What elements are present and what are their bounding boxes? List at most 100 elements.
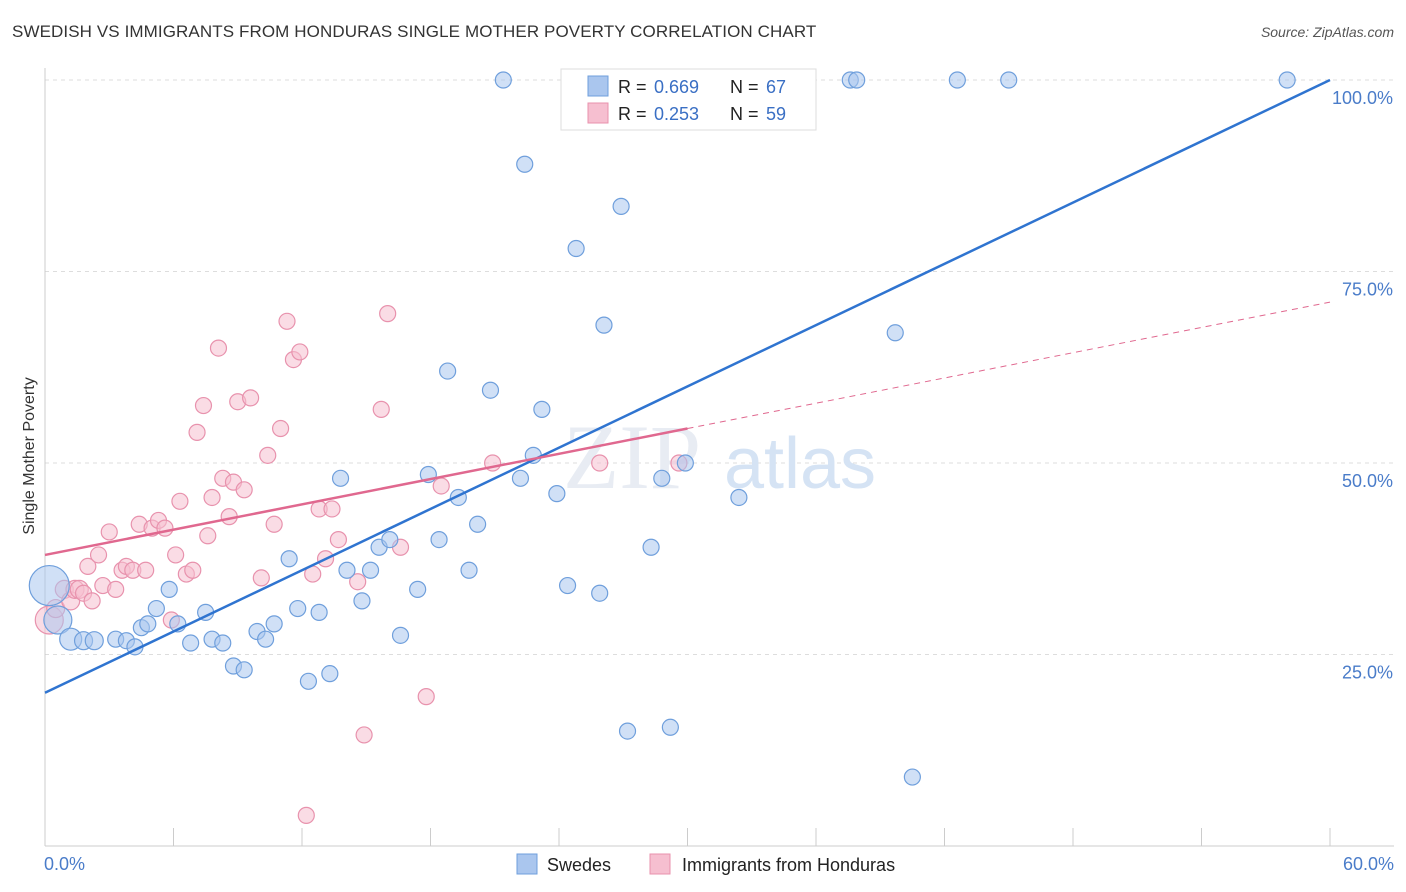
honduras-point	[323, 500, 341, 518]
swedes-point	[548, 485, 566, 503]
swedes-point	[533, 400, 551, 418]
swedes-point	[28, 564, 70, 607]
swedes-trend-line	[44, 78, 1331, 694]
swedes-point	[310, 603, 328, 621]
y-axis-label: Single Mother Poverty	[21, 377, 38, 534]
bottom-legend: Swedes Immigrants from Honduras	[516, 853, 895, 875]
honduras-point	[79, 557, 97, 576]
swedes-point	[1000, 71, 1018, 89]
swedes-point	[618, 722, 637, 740]
x-tick-labels: 0.0% 60.0%	[44, 854, 1394, 874]
swedes-point	[481, 381, 500, 399]
honduras-point	[199, 527, 217, 545]
legend-n-value-honduras: 59	[766, 104, 786, 124]
y-tick-labels: 25.0% 50.0% 75.0% 100.0%	[1332, 88, 1393, 683]
swedes-point	[391, 626, 410, 644]
honduras-trend-extension	[687, 301, 1331, 430]
swedes-point	[160, 580, 178, 598]
swedes-point	[299, 672, 318, 690]
honduras-point	[291, 343, 309, 361]
honduras-point	[89, 546, 108, 564]
legend-n-label-honduras: N =	[730, 104, 759, 124]
honduras-point	[184, 561, 202, 579]
swedes-points	[28, 71, 1296, 786]
swedes-point	[642, 538, 660, 556]
chart-title: SWEDISH VS IMMIGRANTS FROM HONDURAS SING…	[12, 22, 817, 41]
honduras-point	[83, 592, 101, 610]
honduras-point	[194, 396, 213, 415]
x-tick-min: 0.0%	[44, 854, 85, 874]
legend-swatch-honduras	[587, 102, 609, 124]
swedes-point	[361, 561, 380, 579]
swedes-point	[1278, 71, 1296, 89]
honduras-point	[591, 454, 609, 472]
swedes-point	[338, 561, 356, 579]
swedes-point	[430, 530, 448, 549]
swedes-point	[256, 630, 275, 648]
swedes-point	[886, 324, 904, 342]
honduras-point	[137, 561, 155, 579]
honduras-point	[355, 726, 373, 744]
swedes-point	[147, 599, 165, 618]
honduras-point	[171, 492, 189, 510]
honduras-point	[242, 389, 260, 407]
swedes-point	[730, 488, 748, 507]
honduras-point	[235, 481, 253, 499]
honduras-point	[297, 806, 315, 824]
honduras-point	[432, 477, 450, 495]
swedes-point	[676, 454, 694, 472]
honduras-point	[167, 546, 185, 564]
bottom-legend-swatch-honduras	[649, 853, 671, 875]
trend-lines	[44, 78, 1331, 694]
swedes-point	[469, 515, 487, 533]
swedes-point	[558, 576, 577, 595]
honduras-point	[203, 488, 221, 507]
swedes-point	[182, 634, 200, 652]
swedes-point	[139, 615, 157, 633]
swedes-point	[494, 71, 512, 89]
y-tick-label-25: 25.0%	[1342, 663, 1393, 683]
honduras-point	[271, 419, 290, 438]
honduras-point	[252, 569, 270, 587]
legend: R = 0.669 N = 67 R = 0.253 N = 59	[560, 68, 817, 131]
y-tick-label-100: 100.0%	[1332, 88, 1393, 108]
swedes-point	[214, 634, 232, 652]
swedes-point	[235, 661, 253, 679]
axes	[44, 68, 1394, 847]
swedes-point	[511, 469, 530, 487]
honduras-point	[278, 312, 296, 330]
honduras-point	[329, 530, 348, 549]
swedes-point	[595, 316, 613, 334]
bottom-legend-swatch-swedes	[516, 853, 538, 875]
watermark: ZIP atlas	[563, 406, 876, 508]
watermark-atlas: atlas	[724, 424, 876, 504]
honduras-point	[156, 519, 174, 537]
legend-r-label-honduras: R =	[618, 104, 647, 124]
swedes-point	[460, 561, 478, 579]
swedes-point	[903, 768, 921, 786]
swedes-point	[353, 592, 371, 610]
honduras-points	[34, 305, 688, 824]
honduras-point	[265, 515, 283, 533]
legend-r-value-swedes: 0.669	[654, 77, 699, 97]
bottom-legend-swedes: Swedes	[547, 855, 611, 875]
swedes-point	[516, 155, 534, 173]
swedes-point	[265, 615, 283, 633]
swedes-point	[612, 197, 630, 215]
honduras-point	[372, 400, 390, 418]
swedes-point	[653, 469, 671, 487]
honduras-point	[417, 688, 435, 706]
swedes-point	[439, 362, 457, 380]
legend-n-value-swedes: 67	[766, 77, 786, 97]
swedes-point	[280, 550, 298, 568]
source-credit: Source: ZipAtlas.com	[1260, 24, 1394, 40]
y-tick-label-75: 75.0%	[1342, 280, 1393, 300]
swedes-point	[948, 71, 966, 89]
honduras-point	[100, 523, 118, 541]
swedes-point	[321, 665, 339, 683]
swedes-point	[84, 631, 104, 651]
honduras-trend-line	[44, 427, 688, 557]
swedes-point	[381, 530, 399, 549]
swedes-point	[661, 718, 679, 736]
swedes-point	[591, 584, 609, 602]
